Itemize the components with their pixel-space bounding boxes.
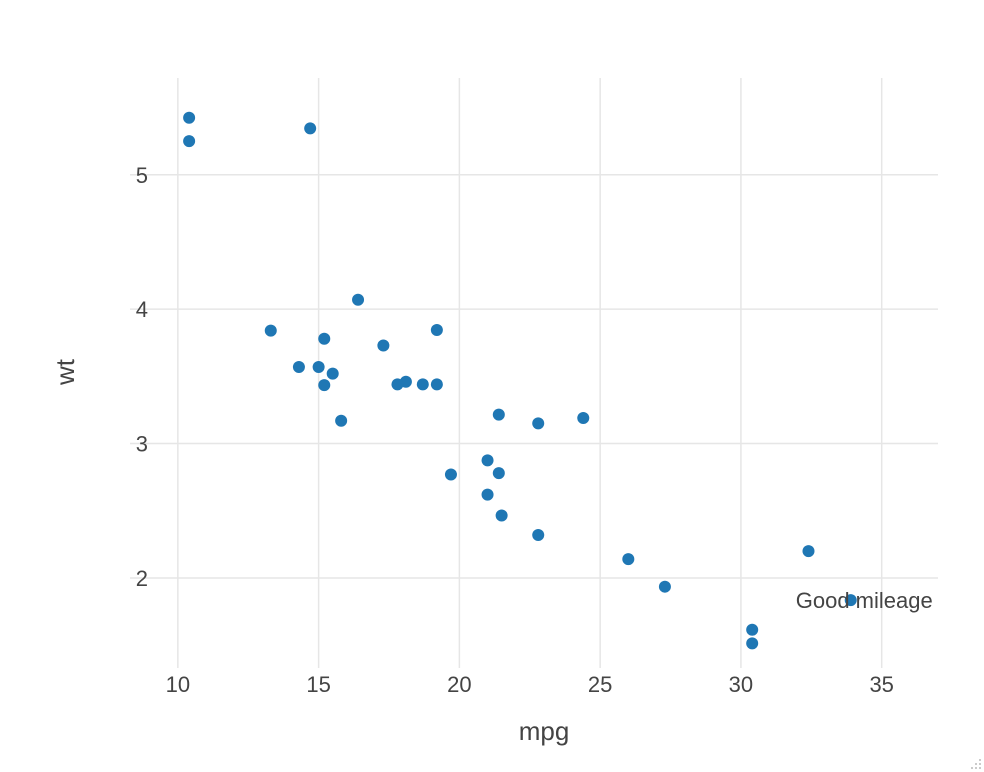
y-tick-label: 3 xyxy=(136,432,148,457)
data-point[interactable] xyxy=(352,293,365,306)
x-axis-title: mpg xyxy=(519,716,570,746)
data-point[interactable] xyxy=(312,360,325,373)
data-point[interactable] xyxy=(844,594,857,607)
data-points[interactable] xyxy=(183,111,857,650)
x-tick-label: 35 xyxy=(869,672,893,697)
data-point[interactable] xyxy=(577,412,590,425)
resize-handle-icon[interactable] xyxy=(971,759,981,769)
data-point[interactable] xyxy=(746,637,759,650)
x-tick-label: 20 xyxy=(447,672,471,697)
data-point[interactable] xyxy=(377,339,390,352)
data-point[interactable] xyxy=(746,623,759,636)
data-point[interactable] xyxy=(532,528,545,541)
data-point[interactable] xyxy=(183,135,196,148)
y-tick-label: 5 xyxy=(136,163,148,188)
x-tick-label: 30 xyxy=(729,672,753,697)
data-point[interactable] xyxy=(802,545,815,558)
data-point[interactable] xyxy=(622,553,635,566)
data-point[interactable] xyxy=(658,580,671,593)
data-point[interactable] xyxy=(391,378,404,391)
data-point[interactable] xyxy=(495,509,508,522)
data-point[interactable] xyxy=(430,323,443,336)
data-point[interactable] xyxy=(318,379,331,392)
data-point[interactable] xyxy=(416,378,429,391)
data-point[interactable] xyxy=(444,468,457,481)
y-tick-label: 4 xyxy=(136,297,148,322)
annotation-label: Good mileage xyxy=(796,588,933,613)
annotations: Good mileage xyxy=(796,588,933,613)
y-axis-title: wt xyxy=(50,358,80,386)
data-point[interactable] xyxy=(304,122,317,135)
x-tick-label: 25 xyxy=(588,672,612,697)
data-point[interactable] xyxy=(492,467,505,480)
x-tick-label: 15 xyxy=(306,672,330,697)
data-point[interactable] xyxy=(532,417,545,430)
data-point[interactable] xyxy=(430,378,443,391)
data-point[interactable] xyxy=(326,367,339,380)
data-point[interactable] xyxy=(264,324,277,337)
data-point[interactable] xyxy=(318,332,331,345)
data-point[interactable] xyxy=(481,454,494,467)
data-point[interactable] xyxy=(481,488,494,501)
tick-labels: 10 15 20 25 30 35 2 3 4 5 xyxy=(136,163,894,697)
gridlines xyxy=(130,78,938,668)
y-tick-label: 2 xyxy=(136,566,148,591)
data-point[interactable] xyxy=(335,414,348,427)
data-point[interactable] xyxy=(183,111,196,124)
data-point[interactable] xyxy=(492,408,505,421)
x-tick-label: 10 xyxy=(166,672,190,697)
data-point[interactable] xyxy=(292,360,305,373)
